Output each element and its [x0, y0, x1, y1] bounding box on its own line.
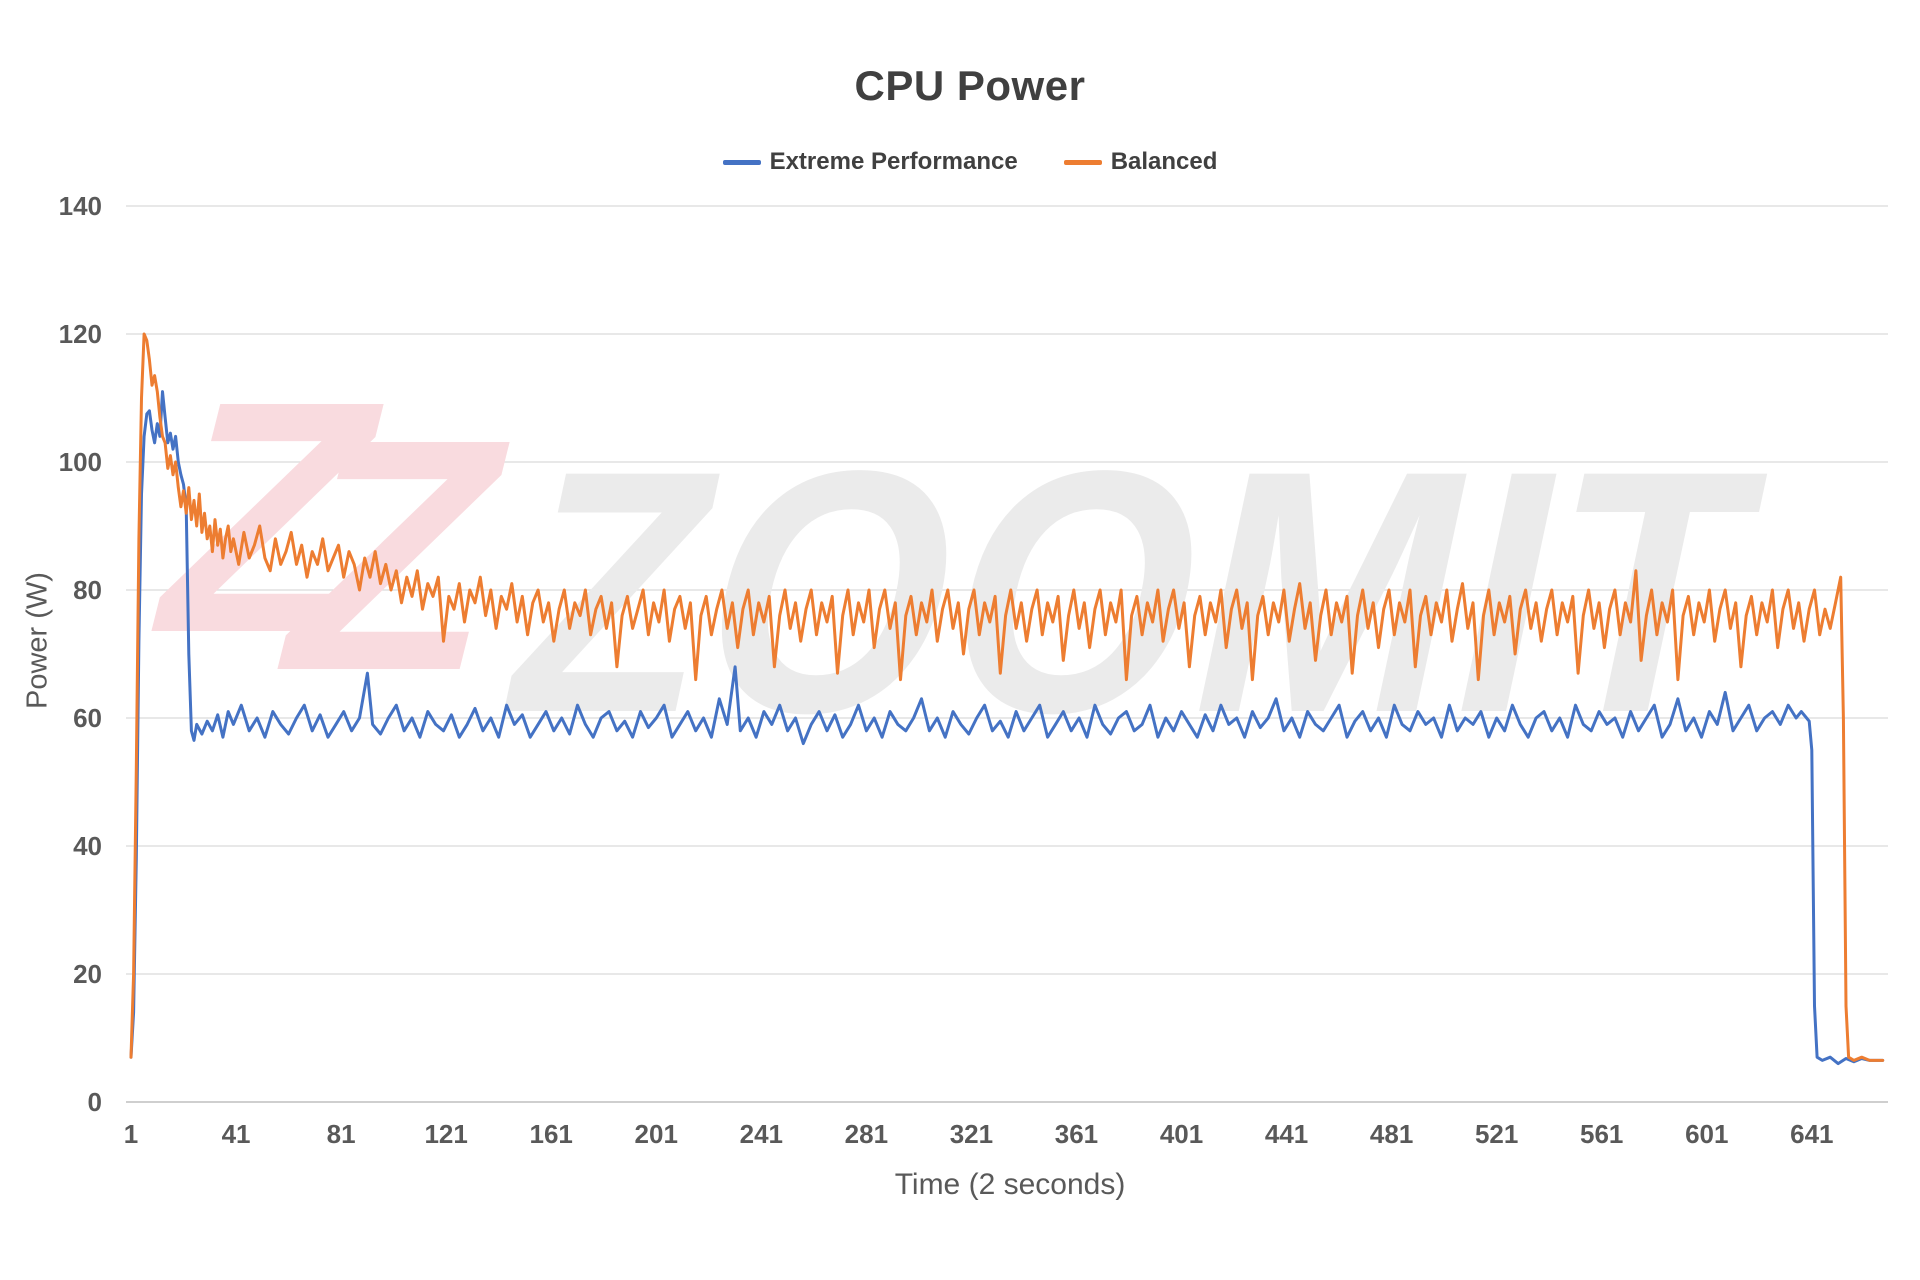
- series-line-balanced: [129, 332, 1885, 1062]
- series-line-extreme-performance: [129, 390, 1885, 1066]
